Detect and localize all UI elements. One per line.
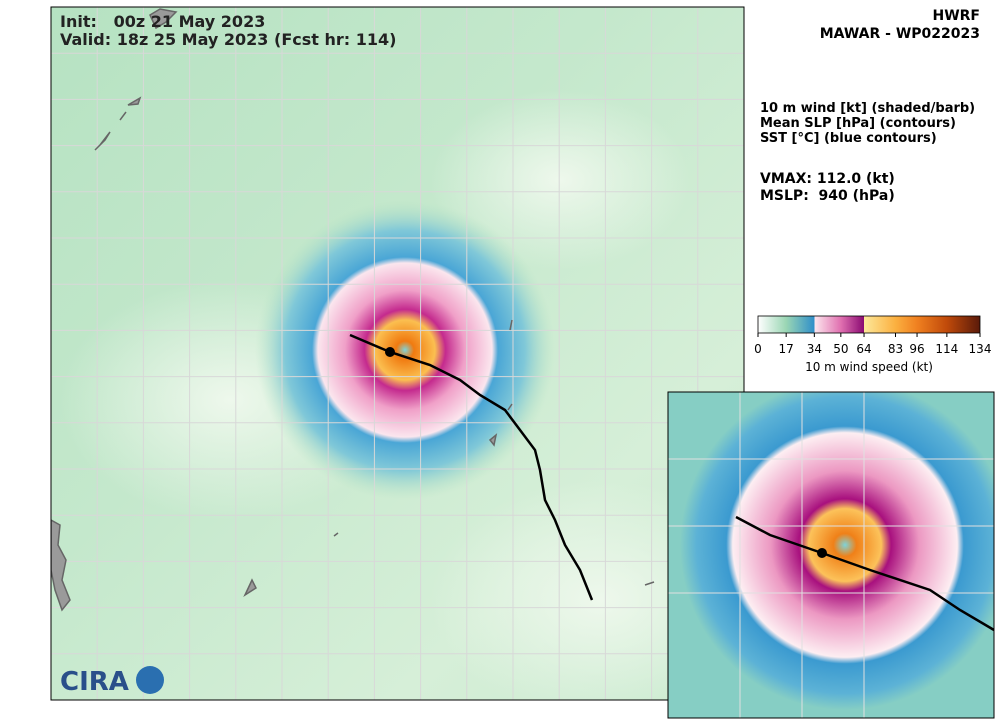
colorbar-tick-label: 64 [856,342,871,356]
colorbar-label: 10 m wind speed (kt) [805,360,933,374]
inset-grid [668,392,994,718]
logo-badge [136,666,164,694]
legend-line: SST [°C] (blue contours) [760,131,937,146]
inset-wind-field [680,392,994,710]
logo: CIRA [60,666,164,697]
colorbar-tick-label: 34 [807,342,822,356]
main-map [51,7,744,700]
init-time: Init: 00z 21 May 2023 [60,12,265,31]
storm-position [385,347,395,357]
logo-text: CIRA [60,667,129,697]
colorbar-tick-label: 83 [888,342,903,356]
colorbar: 10 m wind speed (kt) 0 17 34 50 64 83 96 114 134 [754,315,992,374]
model-name: HWRF [932,8,980,24]
storm-wind-field [255,200,555,500]
colorbar-tick-label: 134 [969,342,992,356]
field-patch [430,90,690,270]
grid [51,7,744,700]
islands [51,8,655,612]
mslp: MSLP: 940 (hPa) [760,188,895,204]
colorbar-tick-label: 96 [909,342,924,356]
vmax: VMAX: 112.0 (kt) [760,171,895,187]
valid-time: Valid: 18z 25 May 2023 (Fcst hr: 114) [60,30,396,49]
colorbar-tick-label: 114 [935,342,958,356]
colorbar-tick-label: 0 [754,342,762,356]
legend-line: 10 m wind [kt] (shaded/barb) [760,101,975,116]
legend-line: Mean SLP [hPa] (contours) [760,116,956,131]
colorbar-ramp [757,315,981,334]
inset-map [668,392,994,718]
inset-frame [667,391,995,719]
storm-name: MAWAR - WP022023 [820,26,980,42]
colorbar-tick-label: 50 [833,342,848,356]
colorbar-tick-label: 17 [779,342,794,356]
inset-track [735,515,994,632]
inset-position [817,548,827,558]
map-frame [50,6,745,701]
storm-track [349,333,594,601]
